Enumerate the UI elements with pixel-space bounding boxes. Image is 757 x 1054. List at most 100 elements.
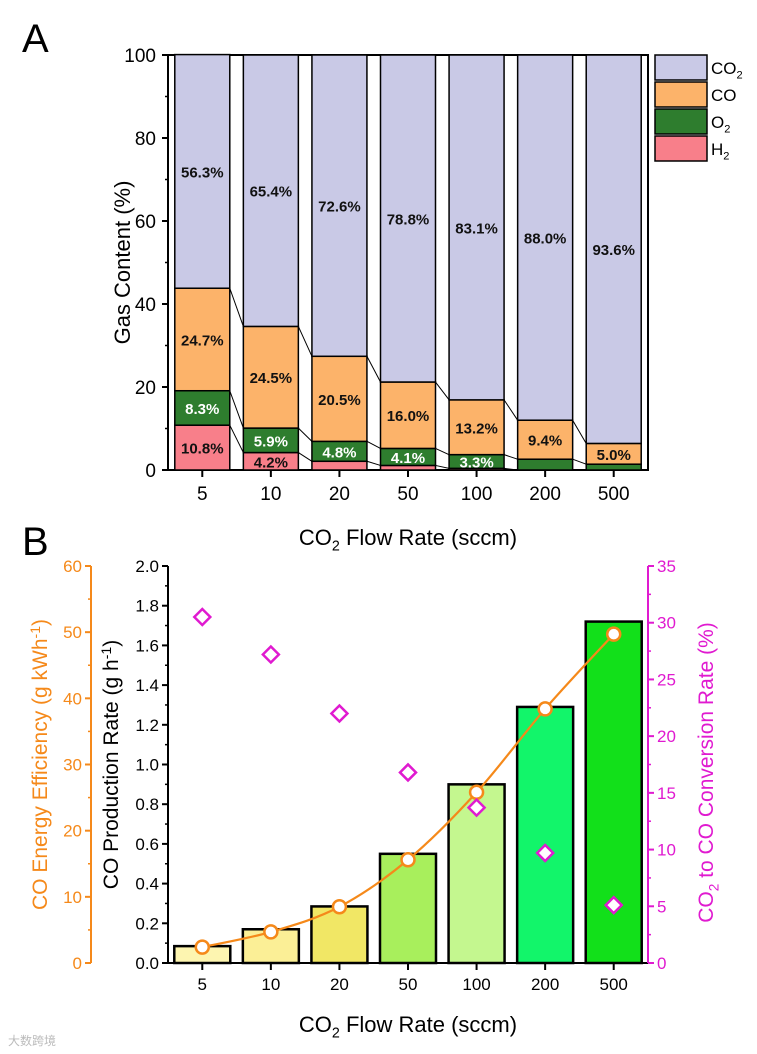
conversion-tick-label: 25 <box>657 670 676 689</box>
y-tick-label: 1.6 <box>135 636 159 655</box>
connector-line <box>435 464 450 469</box>
data-label: 5.0% <box>597 447 631 464</box>
data-label: 20.5% <box>318 392 361 409</box>
bar-segment-o2 <box>516 458 574 471</box>
bar-segment-co <box>311 355 368 443</box>
connector-line <box>297 326 313 357</box>
efficiency-tick-label: 20 <box>63 822 82 841</box>
efficiency-axis-title: CO Energy Efficiency (g kWh-1) <box>27 619 52 910</box>
bar-segment-co2 <box>516 54 574 421</box>
data-label: 24.7% <box>181 332 224 349</box>
bar-segment-co <box>379 381 437 450</box>
x-tick-label: 500 <box>598 484 630 505</box>
y-tick-label: 80 <box>135 129 156 150</box>
efficiency-tick-label: 50 <box>63 623 82 642</box>
efficiency-point <box>400 852 416 868</box>
x-tick-label: 200 <box>531 975 559 994</box>
bar-segment-h2 <box>174 424 231 471</box>
legend-label: O2 <box>711 113 730 135</box>
bar-segment-co2 <box>448 54 505 401</box>
conversion-point <box>192 607 213 627</box>
x-tick-label: 100 <box>462 975 490 994</box>
conversion-tick-label: 35 <box>657 557 676 576</box>
y-tick-label: 0.8 <box>135 795 159 814</box>
conversion-tick-label: 15 <box>657 784 676 803</box>
watermark: 大数跨境 <box>8 1033 56 1048</box>
efficiency-point <box>605 626 622 642</box>
bar-segment-co2 <box>311 54 368 358</box>
legend-swatch-o2 <box>654 108 708 135</box>
conversion-point <box>466 797 487 818</box>
efficiency-tick-label: 30 <box>63 756 82 775</box>
panel-b-label: B <box>22 520 49 564</box>
bar-segment-co2 <box>585 54 642 445</box>
legend-swatch-co2 <box>654 54 708 81</box>
bar-segment-co2 <box>379 54 437 383</box>
y-tick-label: 1.0 <box>135 756 159 775</box>
x-tick-label: 500 <box>600 975 628 994</box>
x-tick-label: 20 <box>329 484 350 505</box>
bar-segment-co <box>516 419 574 460</box>
connector-line <box>229 424 244 453</box>
x-axis-title: CO2 Flow Rate (sccm) <box>299 1012 517 1042</box>
data-label: 3.3% <box>459 454 493 471</box>
conversion-point <box>603 895 624 915</box>
connector-line <box>366 460 381 466</box>
data-label: 72.6% <box>318 199 361 216</box>
data-label: 78.8% <box>387 212 430 229</box>
panel-a-label: A <box>22 17 49 61</box>
conversion-point <box>535 843 555 863</box>
connector-line <box>435 381 450 401</box>
x-tick-label: 50 <box>397 484 418 505</box>
efficiency-point <box>537 701 553 717</box>
x-tick-label: 50 <box>399 975 418 994</box>
legend-label: H2 <box>711 140 729 162</box>
connector-line <box>572 458 587 465</box>
data-label: 56.3% <box>181 164 224 181</box>
data-label: 13.2% <box>455 420 498 437</box>
y-tick-label: 2.0 <box>135 557 159 576</box>
data-label: 5.9% <box>254 433 288 450</box>
connector-line <box>504 467 518 471</box>
y-axis-title: Gas Content (%) <box>110 181 135 345</box>
connector-line <box>366 356 381 383</box>
connector-line <box>229 390 244 429</box>
bar-segment-co <box>174 287 231 392</box>
data-label: 4.1% <box>391 450 425 467</box>
data-label: 24.5% <box>250 370 293 387</box>
connector-line <box>229 288 244 327</box>
legend-swatch-co <box>654 81 708 108</box>
data-label: 4.8% <box>322 444 356 461</box>
y-tick-label: 100 <box>124 46 156 67</box>
connector-line <box>366 440 381 449</box>
y-tick-label: 0.2 <box>135 914 159 933</box>
efficiency-point <box>194 939 211 955</box>
data-label: 83.1% <box>455 220 498 237</box>
connector-line <box>503 399 519 421</box>
x-tick-label: 10 <box>261 975 280 994</box>
connector-line <box>298 452 313 462</box>
efficiency-point <box>331 899 348 915</box>
data-label: 93.6% <box>592 242 635 259</box>
production-axis-title: CO Production Rate (g h-1) <box>98 640 123 889</box>
data-label: 88.0% <box>524 231 567 248</box>
bar-segment-h2 <box>311 460 368 471</box>
y-tick-label: 60 <box>135 212 156 233</box>
x-tick-label: 5 <box>197 484 208 505</box>
connector-line <box>435 447 450 456</box>
x-tick-label: 5 <box>198 975 207 994</box>
bar-segment-o2 <box>242 427 300 454</box>
x-tick-label: 200 <box>529 484 561 505</box>
bar-segment-co2 <box>174 53 231 289</box>
data-label: 16.0% <box>387 408 430 425</box>
y-tick-label: 0.0 <box>135 954 159 973</box>
bar-segment-o2 <box>585 463 642 471</box>
conversion-tick-label: 20 <box>657 727 676 746</box>
conversion-tick-label: 10 <box>657 841 676 860</box>
efficiency-tick-label: 10 <box>63 888 82 907</box>
legend-label: CO <box>711 86 737 105</box>
y-tick-label: 0.4 <box>135 875 159 894</box>
connector-line <box>503 454 518 460</box>
y-tick-label: 1.8 <box>135 597 159 616</box>
efficiency-tick-label: 0 <box>73 954 82 973</box>
